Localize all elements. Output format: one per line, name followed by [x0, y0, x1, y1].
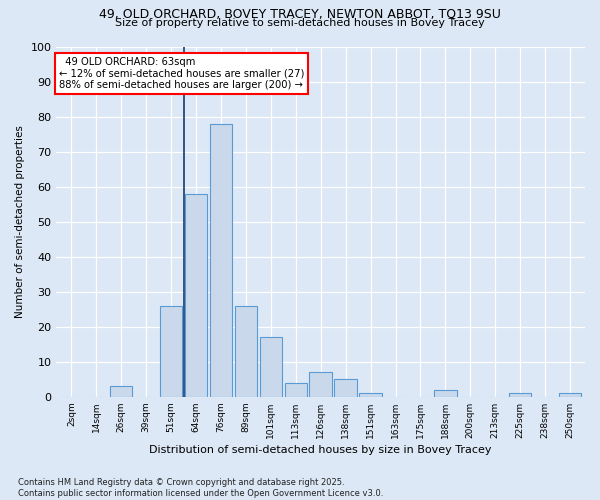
Text: Size of property relative to semi-detached houses in Bovey Tracey: Size of property relative to semi-detach… — [115, 18, 485, 28]
Bar — [110, 386, 133, 397]
Bar — [334, 380, 357, 397]
X-axis label: Distribution of semi-detached houses by size in Bovey Tracey: Distribution of semi-detached houses by … — [149, 445, 492, 455]
Bar — [284, 383, 307, 397]
Bar — [185, 194, 207, 397]
Text: Contains HM Land Registry data © Crown copyright and database right 2025.
Contai: Contains HM Land Registry data © Crown c… — [18, 478, 383, 498]
Bar — [509, 394, 532, 397]
Bar — [235, 306, 257, 397]
Bar — [160, 306, 182, 397]
Bar — [310, 372, 332, 397]
Bar — [260, 338, 282, 397]
Bar — [559, 394, 581, 397]
Bar — [434, 390, 457, 397]
Y-axis label: Number of semi-detached properties: Number of semi-detached properties — [15, 125, 25, 318]
Text: 49, OLD ORCHARD, BOVEY TRACEY, NEWTON ABBOT, TQ13 9SU: 49, OLD ORCHARD, BOVEY TRACEY, NEWTON AB… — [99, 8, 501, 20]
Text: 49 OLD ORCHARD: 63sqm
← 12% of semi-detached houses are smaller (27)
88% of semi: 49 OLD ORCHARD: 63sqm ← 12% of semi-deta… — [59, 57, 304, 90]
Bar — [359, 394, 382, 397]
Bar — [210, 124, 232, 397]
